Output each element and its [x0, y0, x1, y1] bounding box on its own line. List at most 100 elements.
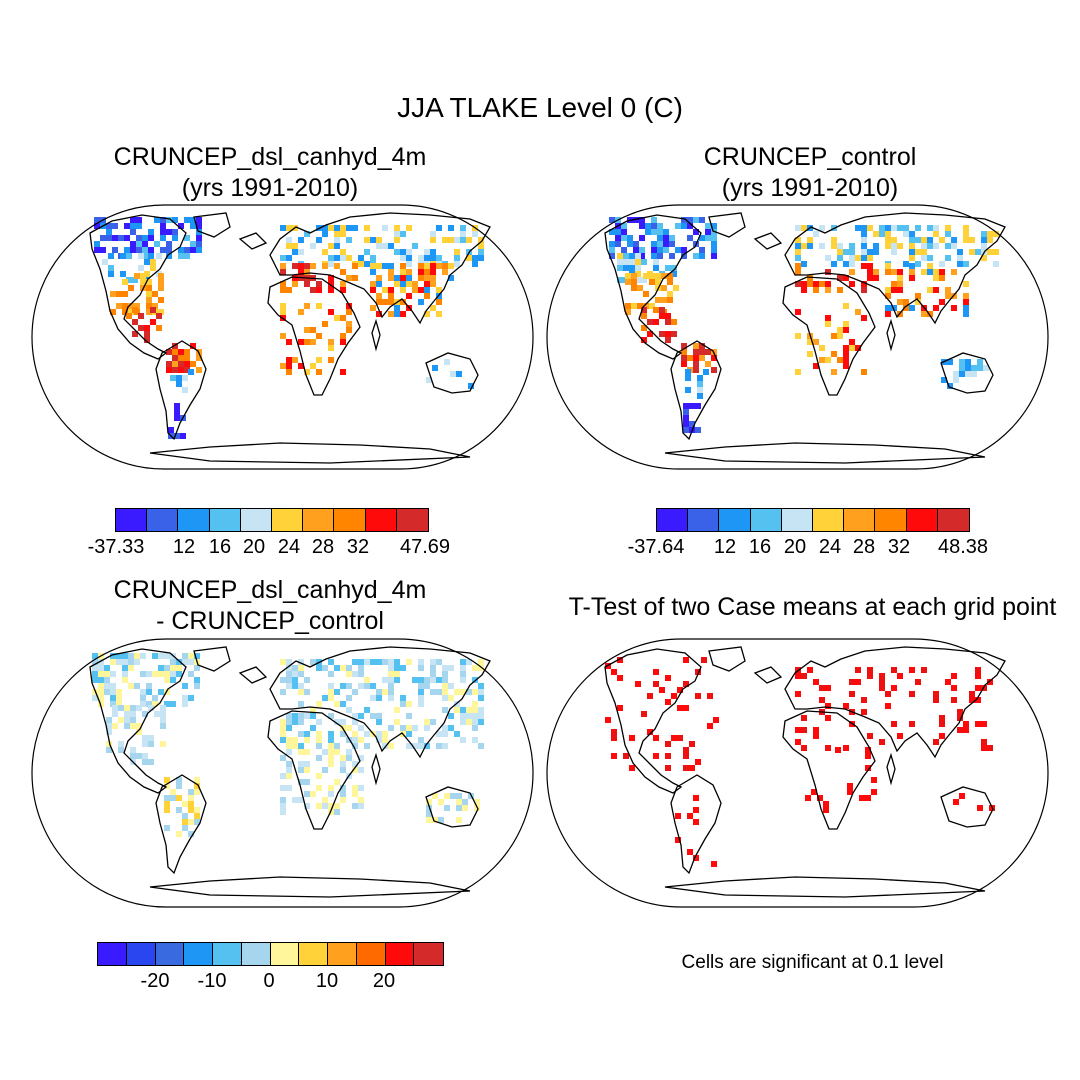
grid-cell [456, 793, 462, 799]
grid-cell [134, 683, 140, 689]
grid-cell [478, 243, 484, 249]
grid-cell [430, 281, 436, 287]
grid-cell [627, 235, 633, 241]
grid-cell [659, 687, 665, 693]
grid-cell [194, 819, 200, 825]
grid-cell [681, 349, 687, 355]
grid-cell [801, 225, 807, 231]
grid-cell [478, 237, 484, 243]
grid-cell [795, 225, 801, 231]
grid-cell [328, 683, 334, 689]
grid-cell [617, 657, 623, 663]
grid-cell [328, 713, 334, 719]
grid-cell [158, 653, 164, 659]
grid-cell [953, 377, 959, 383]
grid-cell [687, 813, 693, 819]
grid-cell [611, 753, 617, 759]
grid-cell [358, 785, 364, 791]
grid-cell [382, 287, 388, 293]
grid-cell [118, 747, 124, 753]
grid-cell [855, 255, 861, 261]
grid-cell [298, 761, 304, 767]
grid-cell [639, 223, 645, 229]
cells-layer [94, 217, 484, 439]
grid-cell [861, 709, 867, 715]
grid-cell [328, 339, 334, 345]
grid-cell [891, 685, 897, 691]
colorbar-swatch [213, 943, 242, 965]
grid-cell [412, 281, 418, 287]
grid-cell [795, 249, 801, 255]
grid-cell [699, 355, 705, 361]
grid-cell [849, 269, 855, 275]
grid-cell [322, 665, 328, 671]
grid-cell [478, 255, 484, 261]
grid-cell [152, 695, 158, 701]
grid-cell [921, 255, 927, 261]
grid-cell [292, 249, 298, 255]
grid-cell [897, 733, 903, 739]
grid-cell [148, 229, 154, 235]
grid-cell [430, 689, 436, 695]
grid-cell [795, 255, 801, 261]
grid-cell [454, 249, 460, 255]
grid-cell [683, 427, 689, 433]
grid-cell [128, 683, 134, 689]
grid-cell [136, 753, 142, 759]
grid-cell [643, 303, 649, 309]
grid-cell [418, 743, 424, 749]
grid-cell [659, 313, 665, 319]
grid-cell [328, 659, 334, 665]
grid-cell [466, 659, 472, 665]
grid-cell [122, 291, 128, 297]
grid-cell [649, 303, 655, 309]
grid-cell [310, 243, 316, 249]
cells-layer [609, 217, 999, 433]
grid-cell [843, 363, 849, 369]
grid-cell [170, 375, 176, 381]
grid-cell [148, 247, 154, 253]
coastline [782, 710, 876, 830]
grid-cell [128, 653, 134, 659]
grid-cell [172, 217, 178, 223]
grid-cell [280, 303, 286, 309]
grid-cell [466, 237, 472, 243]
grid-cell [987, 249, 993, 255]
grid-cell [120, 271, 126, 277]
grid-cell [843, 303, 849, 309]
grid-cell [831, 369, 837, 375]
grid-cell [891, 243, 897, 249]
grid-cell [400, 701, 406, 707]
grid-cell [170, 701, 176, 707]
grid-cell [861, 315, 867, 321]
grid-cell [843, 703, 849, 709]
grid-cell [92, 677, 98, 683]
map-panel-2 [546, 204, 1049, 470]
grid-cell [430, 255, 436, 261]
grid-cell [993, 261, 999, 267]
grid-cell [975, 697, 981, 703]
grid-cell [981, 237, 987, 243]
colorbar-swatch [271, 509, 304, 531]
grid-cell [705, 361, 711, 367]
grid-cell [370, 263, 376, 269]
grid-cell [448, 695, 454, 701]
grid-cell [795, 281, 801, 287]
grid-cell [304, 779, 310, 785]
grid-cell [430, 671, 436, 677]
grid-cell [196, 217, 202, 223]
grid-cell [909, 255, 915, 261]
grid-cell [705, 235, 711, 241]
grid-cell [400, 255, 406, 261]
grid-cell [358, 725, 364, 731]
grid-cell [430, 269, 436, 275]
grid-cell [418, 275, 424, 281]
grid-cell [376, 275, 382, 281]
grid-cell [292, 737, 298, 743]
grid-cell [370, 237, 376, 243]
grid-cell [927, 287, 933, 293]
grid-cell [310, 363, 316, 369]
grid-cell [695, 693, 701, 699]
significance-note: Cells are significant at 0.1 level [681, 952, 944, 973]
grid-cell [188, 671, 194, 677]
